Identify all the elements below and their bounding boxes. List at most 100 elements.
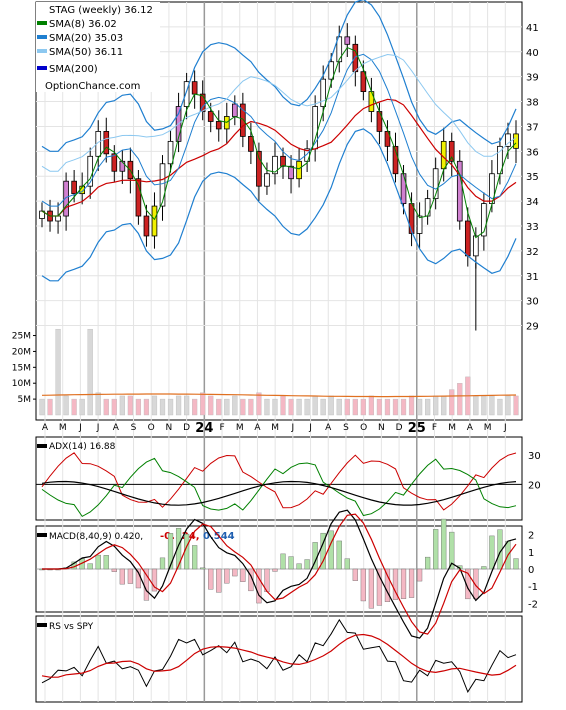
macd-histogram-bar: [352, 568, 358, 581]
candle-body: [464, 220, 471, 257]
candle-body: [135, 178, 142, 217]
volume-bar: [63, 395, 69, 416]
x-tick-label: F: [219, 423, 224, 433]
macd-tick-label: -1: [528, 582, 538, 593]
candle-body: [280, 155, 286, 167]
adx-plus-di: [41, 452, 517, 511]
macd-histogram-bar: [272, 568, 278, 572]
macd-line: [42, 509, 517, 639]
candle-body: [240, 103, 246, 137]
candle-body: [71, 180, 77, 195]
sma8-line: [41, 46, 517, 239]
macd-histogram-bar: [87, 563, 93, 570]
x-tick-label: F: [432, 423, 437, 433]
candle-body: [55, 215, 61, 222]
volume-bar: [513, 395, 519, 416]
volume-bar: [368, 395, 375, 416]
candle-body: [384, 131, 391, 147]
volume-bar: [497, 398, 503, 416]
macd-label: MACD(8,40,9) 0.420,: [49, 532, 143, 542]
macd-tick-label: 1: [528, 548, 534, 559]
volume-bar: [167, 398, 174, 416]
volume-bar: [344, 398, 350, 416]
y-tick-label: 34: [526, 197, 539, 208]
candle-body: [39, 210, 45, 219]
candle-body: [328, 61, 335, 80]
candle-body: [352, 43, 359, 73]
volume-tick-label: 10M: [12, 379, 31, 389]
macd-histogram-bar: [208, 568, 214, 590]
x-tick-label: J: [96, 423, 100, 433]
volume-bar: [441, 395, 447, 416]
volume-bar: [312, 395, 318, 416]
x-tick-label: S: [343, 423, 349, 433]
candle-body: [119, 160, 126, 172]
macd-histogram-bar: [336, 540, 342, 570]
adx-minus-di: [41, 457, 517, 518]
macd-histogram-bar: [344, 558, 350, 570]
volume-bar: [200, 392, 206, 416]
volume-bar: [71, 398, 77, 416]
x-tick-label: S: [131, 423, 137, 433]
volume-bar: [360, 398, 366, 416]
macd-histogram-bar: [280, 553, 286, 570]
macd-histogram-bar: [376, 568, 383, 606]
macd-histogram-bar: [216, 568, 222, 593]
volume-bar: [87, 328, 93, 416]
x-tick-label: A: [325, 423, 332, 433]
volume-bar: [119, 395, 125, 416]
volume-bar: [408, 395, 415, 416]
bollinger-upper: [41, 0, 517, 152]
candle-body: [264, 173, 270, 187]
candle-body: [232, 103, 238, 117]
candle-body: [296, 160, 302, 180]
volume-bar: [151, 395, 158, 416]
volume-tick-label: 5M: [18, 395, 32, 405]
volume-bar: [175, 395, 182, 416]
volume-bar: [449, 389, 455, 416]
x-tick-label: M: [59, 423, 67, 433]
x-tick-label: M: [448, 423, 456, 433]
y-tick-label: 40: [526, 48, 539, 59]
volume-bar: [457, 383, 463, 416]
macd-histogram-bar: [465, 568, 471, 600]
y-tick-label: 41: [526, 23, 539, 34]
candle-body: [344, 36, 351, 45]
macd-panel-label: MACD(8,40,9) 0.420, -0.124, 0.544: [37, 531, 235, 542]
y-tick-label: 37: [526, 122, 539, 133]
macd-histogram-bar: [304, 559, 310, 570]
y-tick-label: 38: [526, 98, 539, 109]
volume-bar: [192, 398, 198, 416]
volume-bar: [39, 398, 45, 416]
candle-body: [481, 203, 487, 237]
macd-histogram-bar: [328, 530, 334, 570]
volume-bar: [264, 398, 270, 416]
macd-histogram-bar: [111, 568, 117, 572]
volume-bar: [352, 398, 358, 416]
volume-bar: [505, 395, 511, 416]
candle-body: [288, 165, 294, 180]
y-tick-label: 32: [526, 247, 539, 258]
x-tick-label: D: [396, 423, 403, 433]
candle-body: [336, 36, 343, 63]
macd-histogram-bar: [296, 563, 302, 570]
volume-bar: [240, 398, 246, 416]
candle-body: [513, 133, 519, 149]
macd-histogram-bar: [384, 568, 391, 602]
macd-histogram-bar: [240, 568, 246, 582]
macd-histogram-bar: [449, 531, 455, 570]
legend-sma50: SMA(50) 36.11: [49, 47, 123, 58]
volume-bar: [320, 398, 326, 416]
volume-bar: [232, 395, 238, 416]
macd-histogram-bar: [416, 568, 423, 582]
adx-label: ADX(14) 16.88: [49, 442, 116, 452]
volume-bar: [256, 392, 262, 416]
volume-bar: [384, 398, 391, 416]
macd-histogram-bar: [392, 568, 399, 600]
chart-title: STAG (weekly) 36.12: [49, 5, 153, 16]
volume-bar: [216, 398, 222, 416]
volume-tick-label: 15M: [12, 363, 31, 373]
y-tick-label: 30: [526, 297, 539, 308]
volume-average-line: [41, 393, 517, 398]
